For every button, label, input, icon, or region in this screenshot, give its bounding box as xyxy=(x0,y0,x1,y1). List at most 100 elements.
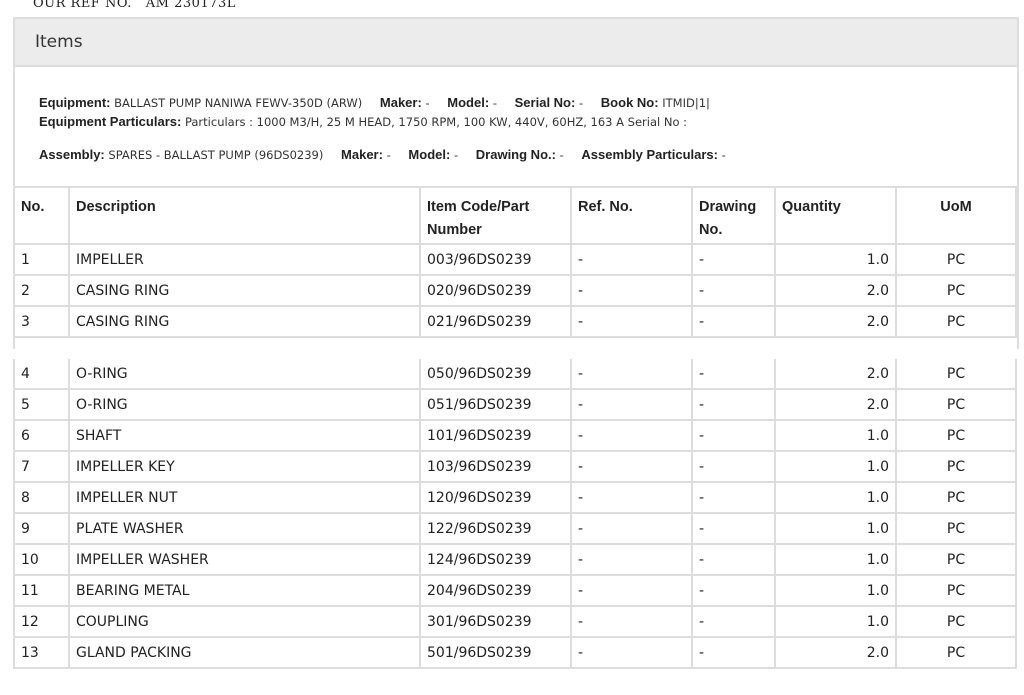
item-uom: PC xyxy=(895,543,1017,576)
item-code: 124/96DS0239 xyxy=(419,543,572,576)
item-description: IMPELLER KEY xyxy=(68,450,421,483)
item-ref-no: - xyxy=(570,359,693,390)
item-drawing-no: - xyxy=(691,388,776,421)
item-drawing-no: - xyxy=(691,419,776,452)
item-code: 501/96DS0239 xyxy=(419,636,572,669)
item-description: IMPELLER WASHER xyxy=(68,543,421,576)
col-ref-no: Ref. No. xyxy=(570,186,693,245)
item-drawing-no: - xyxy=(691,636,776,669)
item-uom: PC xyxy=(895,636,1017,669)
serial-label: Serial No: xyxy=(514,95,576,110)
item-drawing-no: - xyxy=(691,243,776,276)
item-code: 101/96DS0239 xyxy=(419,419,572,452)
item-description: SHAFT xyxy=(68,419,421,452)
item-description: O-RING xyxy=(68,359,421,390)
item-ref-no: - xyxy=(570,419,693,452)
col-item-code: Item Code/Part Number xyxy=(419,186,572,245)
assembly-maker-label: Maker: xyxy=(341,147,383,162)
maker-label: Maker: xyxy=(379,95,422,110)
items-table-part2: 4 O-RING 050/96DS0239- -2.0 PC 5 O-RING 051/96D… xyxy=(13,359,1017,669)
item-no: 11 xyxy=(13,574,70,607)
item-no: 2 xyxy=(13,274,70,307)
table-row: 12 COUPLING 301/96DS0239- -1.0 PC xyxy=(13,605,1017,638)
item-description: BEARING METAL xyxy=(68,574,421,607)
item-description: IMPELLER xyxy=(68,243,421,276)
assembly-maker-value: - xyxy=(386,148,391,162)
item-code: 050/96DS0239 xyxy=(419,359,572,390)
item-description: CASING RING xyxy=(68,274,421,307)
item-ref-no: - xyxy=(570,636,693,669)
item-uom: PC xyxy=(895,359,1017,390)
item-description: GLAND PACKING xyxy=(68,636,421,669)
panel-title: Items xyxy=(15,19,1017,67)
item-description: IMPELLER NUT xyxy=(68,481,421,514)
item-quantity: 2.0 xyxy=(774,636,897,669)
serial-value: - xyxy=(578,96,584,110)
assembly-model-value: - xyxy=(453,148,459,162)
item-quantity: 2.0 xyxy=(774,305,897,338)
item-quantity: 1.0 xyxy=(774,543,897,576)
table-row: 10 IMPELLER WASHER 124/96DS0239- -1.0 PC xyxy=(13,543,1017,576)
item-uom: PC xyxy=(895,305,1017,338)
item-code: 051/96DS0239 xyxy=(419,388,572,421)
particulars-value: Particulars : 1000 M3/H, 25 M HEAD, 1750… xyxy=(184,115,688,129)
item-quantity: 1.0 xyxy=(774,574,897,607)
item-uom: PC xyxy=(895,274,1017,307)
item-uom: PC xyxy=(895,388,1017,421)
col-drawing-no: Drawing No. xyxy=(691,186,776,245)
item-no: 1 xyxy=(13,243,70,276)
item-drawing-no: - xyxy=(691,512,776,545)
item-ref-no: - xyxy=(570,450,693,483)
item-quantity: 1.0 xyxy=(774,512,897,545)
item-no: 10 xyxy=(13,543,70,576)
col-quantity: Quantity xyxy=(774,186,897,245)
table-row: 3 CASING RING 021/96DS0239- -2.0 PC xyxy=(13,305,1017,338)
item-code: 301/96DS0239 xyxy=(419,605,572,638)
item-drawing-no: - xyxy=(691,305,776,338)
item-ref-no: - xyxy=(570,243,693,276)
item-code: 003/96DS0239 xyxy=(419,243,572,276)
item-uom: PC xyxy=(895,243,1017,276)
item-quantity: 1.0 xyxy=(774,243,897,276)
col-description: Description xyxy=(68,186,421,245)
item-ref-no: - xyxy=(570,274,693,307)
item-quantity: 1.0 xyxy=(774,605,897,638)
item-code: 122/96DS0239 xyxy=(419,512,572,545)
model-label: Model: xyxy=(447,95,490,110)
assembly-model-label: Model: xyxy=(408,147,451,162)
item-quantity: 2.0 xyxy=(774,388,897,421)
table-row: 8 IMPELLER NUT 120/96DS0239- -1.0 PC xyxy=(13,481,1017,514)
item-drawing-no: - xyxy=(691,543,776,576)
assembly-particulars-label: Assembly Particulars: xyxy=(581,147,718,162)
table-row: 1 IMPELLER 003/96DS0239- -1.0 PC xyxy=(13,243,1017,276)
item-ref-no: - xyxy=(570,543,693,576)
item-no: 9 xyxy=(13,512,70,545)
item-description: PLATE WASHER xyxy=(68,512,421,545)
assembly-drawing-label: Drawing No.: xyxy=(475,147,556,162)
assembly-drawing-value: - xyxy=(559,148,564,162)
item-uom: PC xyxy=(895,419,1017,452)
reference-number: OUR REF NO. AM 230173L xyxy=(33,0,236,11)
item-code: 120/96DS0239 xyxy=(419,481,572,514)
item-quantity: 1.0 xyxy=(774,419,897,452)
item-code: 021/96DS0239 xyxy=(419,305,572,338)
book-value: ITMID|1| xyxy=(662,96,710,110)
item-ref-no: - xyxy=(570,305,693,338)
equipment-label: Equipment: xyxy=(39,95,111,110)
item-uom: PC xyxy=(895,512,1017,545)
item-code: 103/96DS0239 xyxy=(419,450,572,483)
items-table-part1: No. Description Item Code/Part Number Re… xyxy=(13,186,1017,338)
particulars-line: Equipment Particulars: Particulars : 100… xyxy=(39,114,687,129)
item-description: CASING RING xyxy=(68,305,421,338)
item-drawing-no: - xyxy=(691,481,776,514)
item-drawing-no: - xyxy=(691,574,776,607)
item-drawing-no: - xyxy=(691,274,776,307)
assembly-label: Assembly: xyxy=(39,147,105,162)
item-description: O-RING xyxy=(68,388,421,421)
item-no: 4 xyxy=(13,359,70,390)
table-row: 13 GLAND PACKING 501/96DS0239- -2.0 PC xyxy=(13,636,1017,669)
item-drawing-no: - xyxy=(691,450,776,483)
table-row: 4 O-RING 050/96DS0239- -2.0 PC xyxy=(13,359,1017,390)
assembly-line: Assembly: SPARES - BALLAST PUMP (96DS023… xyxy=(39,147,726,162)
table-row: 11 BEARING METAL 204/96DS0239- -1.0 PC xyxy=(13,574,1017,607)
